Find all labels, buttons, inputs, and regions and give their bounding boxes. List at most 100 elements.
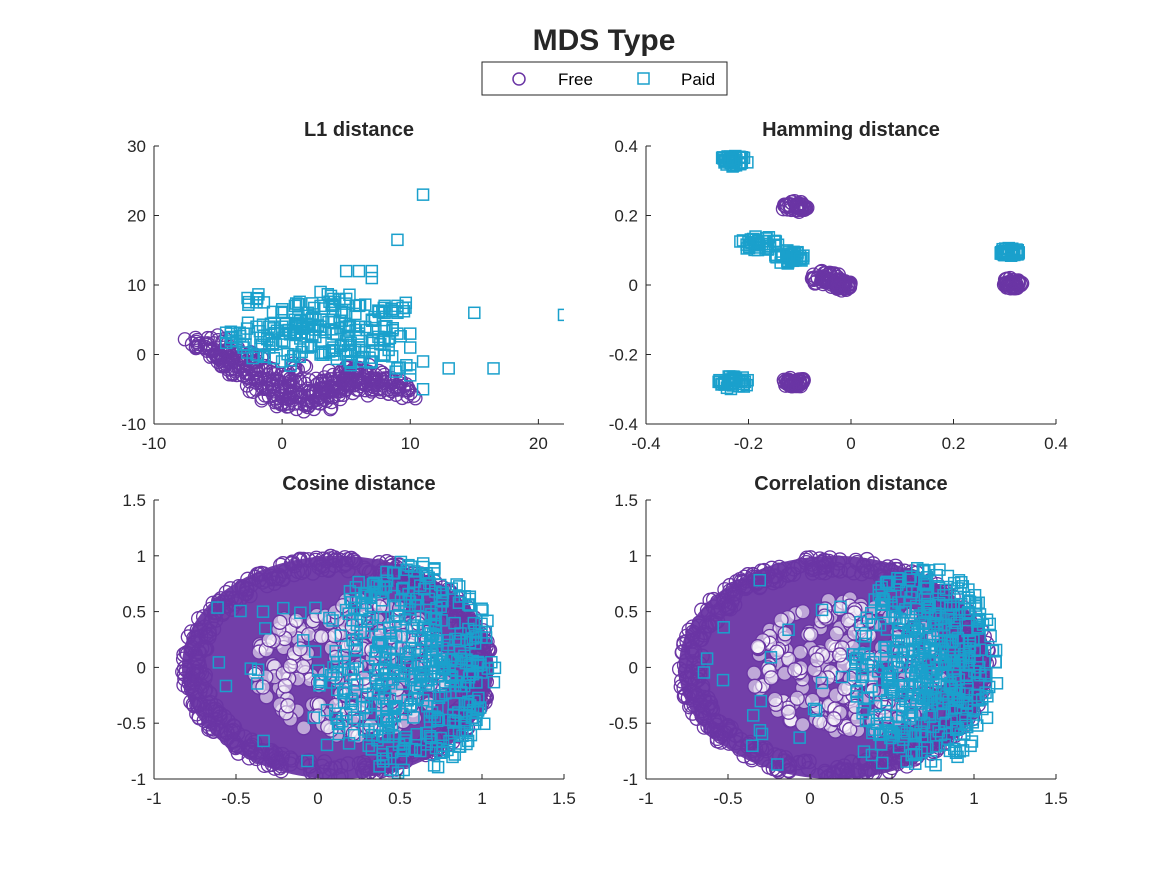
paid-point [856,668,870,681]
free-point [751,579,768,596]
paid-point [404,369,417,382]
x-tick-label: 0 [805,789,814,808]
paid-point [253,325,267,338]
free-point [832,563,848,579]
free-point [226,736,242,753]
paid-point [487,675,501,689]
paid-point [920,597,934,611]
paid-point [360,615,374,628]
free-point [826,711,842,727]
free-point [727,727,743,743]
paid-point [737,151,751,165]
y-tick-label: 1.5 [614,491,638,510]
paid-point [909,757,922,770]
paid-point [951,694,964,707]
y-tick-label: -0.4 [609,415,638,434]
paid-point [865,748,879,762]
paid-point [416,188,430,201]
paid-point [903,634,917,647]
paid-point [311,319,325,332]
paid-point [780,244,793,257]
paid-point [781,254,794,268]
paid-point [330,352,344,366]
free-point [800,760,817,777]
free-point [852,754,868,771]
paid-point [323,676,337,689]
free-point [221,354,236,369]
paid-point [697,666,711,679]
paid-point [334,321,347,335]
paid-point [350,618,364,632]
free-point [277,678,293,694]
y-tick-label: -10 [121,415,146,434]
paid-point [211,601,224,614]
paid-point [455,686,468,699]
paid-point [885,598,898,612]
paid-point [944,608,957,621]
paid-point [417,620,431,633]
x-tick-label: -0.5 [713,789,742,808]
paid-point [971,719,984,732]
paid-point [376,748,389,761]
free-point [292,641,308,657]
paid-point [753,573,766,587]
y-tick-label: 1 [629,547,638,566]
paid-point [254,331,267,345]
paid-point [416,383,430,396]
paid-point [873,708,886,722]
free-point [782,377,798,394]
paid-point [835,670,849,684]
paid-point [244,662,258,675]
free-point [881,751,897,767]
paid-point [309,601,322,615]
free-point [812,714,828,730]
free-point [198,629,214,645]
paid-point [950,590,964,604]
paid-point [880,724,893,737]
paid-point [951,750,964,764]
paid-point [339,264,353,278]
paid-point [257,734,270,748]
free-point [777,374,793,390]
paid-point [745,236,758,250]
paid-point [404,362,417,375]
paid-point [212,656,226,669]
paid-point [369,673,383,687]
free-point [721,735,737,751]
paid-point [936,642,950,656]
free-point [210,350,226,366]
free-point [871,755,888,772]
paid-point [434,600,447,614]
free-point [305,393,321,409]
paid-point [857,648,871,662]
paid-point [383,653,397,667]
paid-point [740,378,753,392]
paid-point [387,589,401,603]
subplot-4: Correlation distance -1 -0.5 0 0.5 1 1.5 -1 -0.5… [609,473,1068,808]
paid-point [259,622,272,635]
paid-point [475,631,488,644]
paid-point [323,345,336,358]
paid-point [755,727,769,741]
paid-point [325,669,338,682]
paid-point [404,341,417,354]
paid-point [431,712,445,726]
free-point [241,750,257,766]
paid-point [424,670,437,683]
free-point [279,381,294,396]
paid-point [329,645,342,658]
free-point [327,760,343,776]
x-tick-label: 0.4 [1044,434,1068,453]
free-point [190,629,206,645]
paid-point [891,571,904,585]
free-point [208,698,224,714]
paid-point [432,691,446,705]
paid-point [429,619,443,633]
free-point [296,720,312,736]
free-point [264,748,281,764]
free-point [674,644,690,661]
free-point [674,673,690,689]
free-point [728,734,744,751]
free-point [275,571,291,588]
